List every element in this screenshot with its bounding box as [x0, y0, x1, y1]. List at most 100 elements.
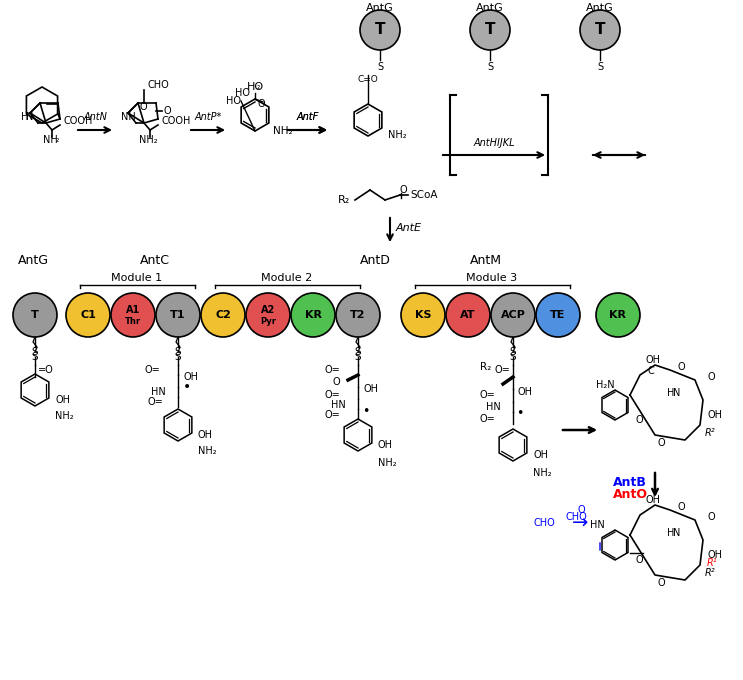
- Text: S: S: [354, 347, 361, 357]
- Text: OH: OH: [198, 430, 213, 440]
- Ellipse shape: [13, 293, 57, 337]
- Text: AntC: AntC: [140, 254, 170, 267]
- Text: O: O: [657, 578, 665, 588]
- Text: AntF: AntF: [296, 112, 319, 122]
- Text: T: T: [594, 22, 606, 37]
- Text: COOH: COOH: [64, 116, 94, 126]
- Text: AntN: AntN: [83, 112, 107, 122]
- Text: N: N: [673, 528, 681, 538]
- Text: C2: C2: [215, 310, 231, 320]
- Text: CHO: CHO: [533, 518, 555, 528]
- Text: HO: HO: [235, 88, 250, 98]
- Text: S: S: [32, 347, 39, 357]
- Text: NH: NH: [42, 135, 57, 145]
- Text: O=: O=: [324, 365, 340, 375]
- Text: NH₂: NH₂: [55, 411, 74, 421]
- Text: S: S: [32, 352, 39, 362]
- Text: O=: O=: [324, 410, 340, 420]
- Text: OH: OH: [517, 387, 532, 397]
- Text: Module 3: Module 3: [467, 273, 518, 283]
- Text: CHO: CHO: [565, 512, 587, 522]
- Text: C: C: [647, 366, 654, 376]
- Text: C1: C1: [80, 310, 96, 320]
- Text: OH: OH: [363, 384, 378, 394]
- Text: ACP: ACP: [501, 310, 525, 320]
- Ellipse shape: [491, 293, 535, 337]
- Ellipse shape: [156, 293, 200, 337]
- Text: A1: A1: [126, 305, 140, 315]
- Text: R²: R²: [705, 568, 716, 578]
- Text: O: O: [139, 102, 147, 112]
- Text: O: O: [577, 505, 585, 515]
- Text: O: O: [707, 372, 715, 382]
- Ellipse shape: [446, 293, 490, 337]
- Text: R₂: R₂: [480, 362, 491, 372]
- Circle shape: [580, 10, 620, 50]
- Ellipse shape: [201, 293, 245, 337]
- Ellipse shape: [596, 293, 640, 337]
- Text: AntHIJKL: AntHIJKL: [473, 138, 515, 148]
- Text: •: •: [516, 407, 523, 420]
- Text: R¹: R¹: [707, 558, 718, 568]
- Text: S: S: [175, 352, 181, 362]
- Text: O: O: [677, 362, 684, 372]
- Text: AntO: AntO: [612, 488, 647, 500]
- Text: OH: OH: [378, 440, 393, 450]
- Text: H: H: [22, 112, 29, 122]
- Text: O=: O=: [144, 365, 160, 375]
- Text: O: O: [332, 377, 340, 387]
- Text: N: N: [673, 388, 681, 398]
- Ellipse shape: [401, 293, 445, 337]
- Text: Thr: Thr: [125, 318, 141, 326]
- Text: AntP*: AntP*: [195, 112, 221, 122]
- Text: S: S: [354, 352, 361, 362]
- Text: KR: KR: [609, 310, 626, 320]
- Text: O: O: [400, 185, 408, 195]
- Text: O: O: [635, 415, 643, 425]
- Text: S: S: [175, 347, 181, 357]
- Text: •: •: [183, 380, 191, 394]
- Text: AntB: AntB: [613, 475, 647, 488]
- Text: T: T: [484, 22, 496, 37]
- Text: •: •: [362, 405, 369, 418]
- Text: NH₂: NH₂: [533, 468, 551, 478]
- Text: O: O: [657, 438, 665, 448]
- Text: O=: O=: [479, 414, 495, 424]
- Text: T2: T2: [350, 310, 366, 320]
- Text: ₂: ₂: [257, 82, 260, 91]
- Text: CHO: CHO: [148, 80, 169, 90]
- Text: O=: O=: [324, 390, 340, 400]
- Text: AT: AT: [460, 310, 476, 320]
- Text: NH₂: NH₂: [273, 126, 293, 136]
- Text: C=O: C=O: [357, 75, 378, 84]
- Text: AntE: AntE: [396, 223, 422, 233]
- Text: KS: KS: [415, 310, 431, 320]
- Text: Module 1: Module 1: [111, 273, 163, 283]
- Text: NH₂: NH₂: [378, 458, 397, 468]
- Ellipse shape: [536, 293, 580, 337]
- Text: O: O: [163, 106, 171, 116]
- Text: →: →: [572, 513, 588, 532]
- Text: ₂: ₂: [56, 135, 59, 145]
- Text: NH₂: NH₂: [198, 446, 217, 456]
- Text: S: S: [597, 62, 603, 72]
- Text: O: O: [707, 512, 715, 522]
- Text: HO: HO: [226, 96, 241, 106]
- Text: HN: HN: [590, 520, 605, 530]
- Text: S: S: [487, 62, 493, 72]
- Text: OH: OH: [645, 355, 660, 365]
- Text: R²: R²: [705, 428, 716, 438]
- Text: AntG: AntG: [586, 3, 614, 13]
- Text: OH: OH: [533, 450, 548, 460]
- Text: T: T: [31, 310, 39, 320]
- Text: Module 2: Module 2: [262, 273, 313, 283]
- Text: H: H: [667, 388, 675, 398]
- Text: O=: O=: [147, 397, 163, 407]
- Ellipse shape: [291, 293, 335, 337]
- Text: T1: T1: [170, 310, 186, 320]
- Text: OH: OH: [55, 395, 70, 405]
- Text: COOH: COOH: [162, 116, 192, 126]
- Text: O=: O=: [494, 365, 510, 375]
- Text: TE: TE: [551, 310, 565, 320]
- Ellipse shape: [246, 293, 290, 337]
